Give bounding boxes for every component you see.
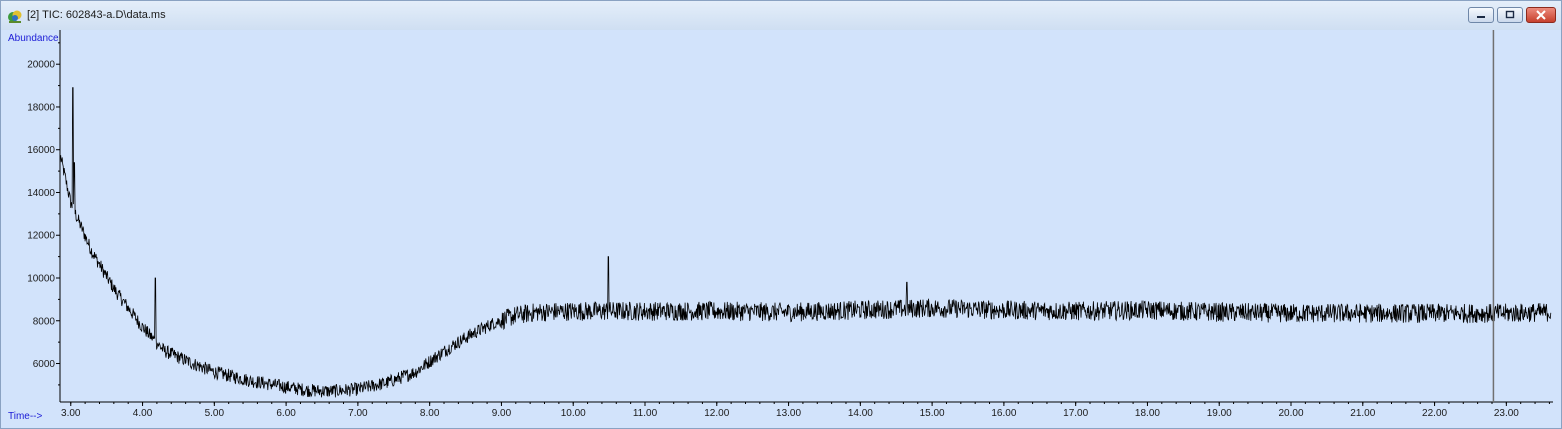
y-tick-label: 8000: [33, 316, 56, 327]
y-tick-label: 14000: [27, 188, 55, 199]
y-tick-label: 16000: [27, 145, 55, 156]
y-tick-label: 18000: [27, 102, 55, 113]
y-axis-label: Abundance: [8, 33, 59, 44]
y-tick-label: 6000: [33, 359, 56, 370]
x-tick-label: 16.00: [991, 408, 1016, 419]
maximize-button[interactable]: [1497, 7, 1523, 23]
x-tick-label: 13.00: [776, 408, 801, 419]
close-button[interactable]: [1526, 7, 1556, 23]
minimize-icon: [1477, 16, 1485, 18]
y-axis-ticks: 6000 8000 10000 12000 14000 16000 18000 20000: [27, 42, 60, 386]
x-tick-label: 6.00: [276, 408, 296, 419]
x-tick-label: 20.00: [1278, 408, 1303, 419]
x-tick-label: 9.00: [492, 408, 512, 419]
x-tick-label: 7.00: [348, 408, 368, 419]
tic-trace: [60, 87, 1552, 398]
minimize-button[interactable]: [1468, 7, 1494, 23]
x-tick-label: 11.00: [633, 408, 658, 419]
chromatogram-app-icon: [8, 10, 22, 23]
x-tick-label: 5.00: [205, 408, 225, 419]
plot-background: [1, 30, 1561, 428]
x-tick-label: 15.00: [920, 408, 945, 419]
y-tick-label: 10000: [27, 274, 55, 285]
x-tick-label: 3.00: [61, 408, 81, 419]
x-axis-label: Time-->: [8, 411, 43, 422]
x-tick-label: 23.00: [1494, 408, 1519, 419]
x-tick-label: 19.00: [1207, 408, 1232, 419]
x-axis-ticks: 3.00 4.00 5.00 6.00 7.00 8.00 9.00 10.00 11.00 12…: [61, 402, 1550, 419]
x-tick-label: 4.00: [133, 408, 153, 419]
y-tick-label: 12000: [27, 231, 55, 242]
tic-chart[interactable]: Abundance Time--> 6000 8000 10000 12000 1400…: [1, 30, 1561, 428]
x-tick-label: 10.00: [561, 408, 586, 419]
x-tick-label: 22.00: [1422, 408, 1447, 419]
x-tick-label: 21.00: [1350, 408, 1375, 419]
close-icon: [1536, 10, 1546, 20]
title-bar[interactable]: [2] TIC: 602843-a.D\data.ms: [1, 1, 1561, 31]
y-tick-label: 20000: [27, 60, 55, 71]
x-tick-label: 17.00: [1063, 408, 1088, 419]
x-tick-label: 12.00: [704, 408, 729, 419]
x-tick-label: 18.00: [1135, 408, 1160, 419]
maximize-icon: [1505, 10, 1515, 19]
window-title: [2] TIC: 602843-a.D\data.ms: [27, 9, 166, 21]
x-tick-label: 8.00: [420, 408, 440, 419]
x-tick-label: 14.00: [848, 408, 873, 419]
